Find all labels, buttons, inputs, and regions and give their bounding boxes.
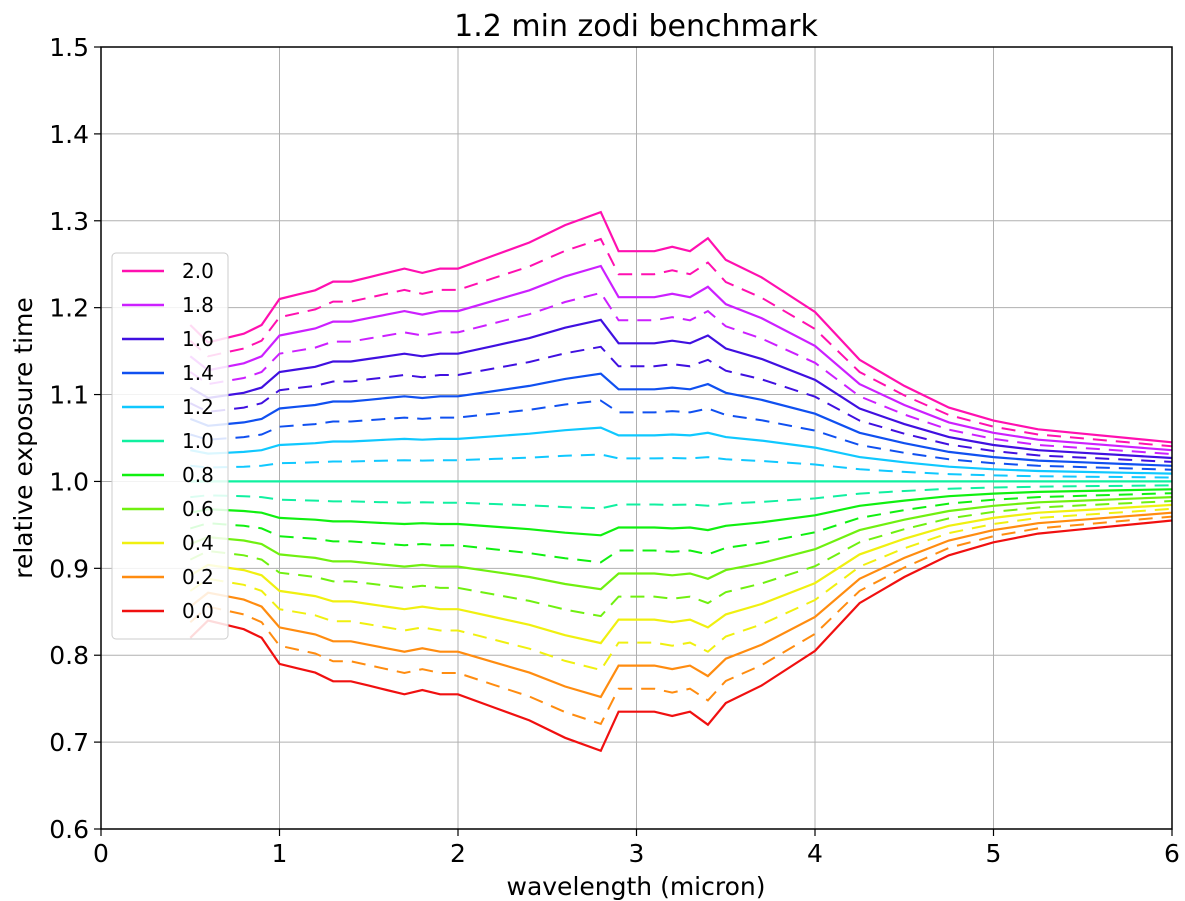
series-line-0.8 xyxy=(190,488,1172,537)
chart-title: 1.2 min zodi benchmark xyxy=(454,9,818,44)
series-line-0.0 xyxy=(189,519,1172,753)
series-line-1.2 xyxy=(190,426,1172,475)
legend-label: 1.8 xyxy=(182,293,214,317)
y-tick-label: 1.2 xyxy=(49,294,89,323)
legend-label: 1.4 xyxy=(182,361,214,385)
x-tick-label: 3 xyxy=(629,839,645,868)
legend-label: 2.0 xyxy=(182,259,214,283)
series-layer xyxy=(189,210,1172,753)
x-tick-label: 1 xyxy=(272,839,288,868)
legend-label: 0.4 xyxy=(182,531,214,555)
y-tick-label: 0.8 xyxy=(49,641,89,670)
y-axis-label: relative exposure time xyxy=(9,297,38,579)
series-line-0.4 xyxy=(189,503,1172,645)
series-line-0.6 xyxy=(189,496,1172,591)
series-line-1.8 xyxy=(189,264,1172,452)
y-tick-label: 1.0 xyxy=(49,467,89,496)
y-tick-label: 1.5 xyxy=(49,33,89,62)
series-dashed-line xyxy=(190,484,1172,510)
legend: 2.0 1.8 1.6 1.4 1.2 1.0 0.8 0.6 0.4 0.2 0.0 xyxy=(111,252,229,640)
y-tick-label: 0.7 xyxy=(49,728,89,757)
y-tick-label: 0.9 xyxy=(49,554,89,583)
series-dashed-line xyxy=(190,453,1172,479)
y-tick-label: 1.1 xyxy=(49,381,89,410)
x-tick-label: 0 xyxy=(93,839,109,868)
y-tick-label: 0.6 xyxy=(49,815,89,844)
legend-label: 1.0 xyxy=(182,429,214,453)
legend-label: 0.8 xyxy=(182,463,214,487)
series-dashed-line xyxy=(190,399,1172,471)
series-line-2.0 xyxy=(189,210,1172,444)
legend-label: 1.6 xyxy=(182,327,214,351)
series-line-1.4 xyxy=(189,372,1172,467)
legend-label: 0.0 xyxy=(182,599,214,623)
x-tick-label: 6 xyxy=(1164,839,1180,868)
x-tick-label: 2 xyxy=(450,839,466,868)
series-dashed-line xyxy=(189,500,1172,618)
legend-label: 0.6 xyxy=(182,497,214,521)
x-tick-label: 4 xyxy=(807,839,823,868)
series-line-1.6 xyxy=(189,318,1172,460)
series-line-0.2 xyxy=(189,511,1172,699)
x-tick-label: 5 xyxy=(986,839,1002,868)
series-dashed-line xyxy=(189,291,1172,456)
ticks: 0 1 2 3 4 5 6 0.6 0.7 0.8 0.9 1.0 1.1 1.2 1.3 1.4 1.5 xyxy=(49,33,1180,868)
legend-label: 0.2 xyxy=(182,565,214,589)
series-dashed-line xyxy=(189,237,1172,448)
x-axis-label: wavelength (micron) xyxy=(507,872,766,901)
series-dashed-line xyxy=(189,515,1172,726)
series-dashed-line xyxy=(190,492,1172,564)
y-tick-label: 1.3 xyxy=(49,207,89,236)
legend-label: 1.2 xyxy=(182,395,214,419)
y-tick-label: 1.4 xyxy=(49,120,89,149)
series-dashed-line xyxy=(189,507,1172,672)
